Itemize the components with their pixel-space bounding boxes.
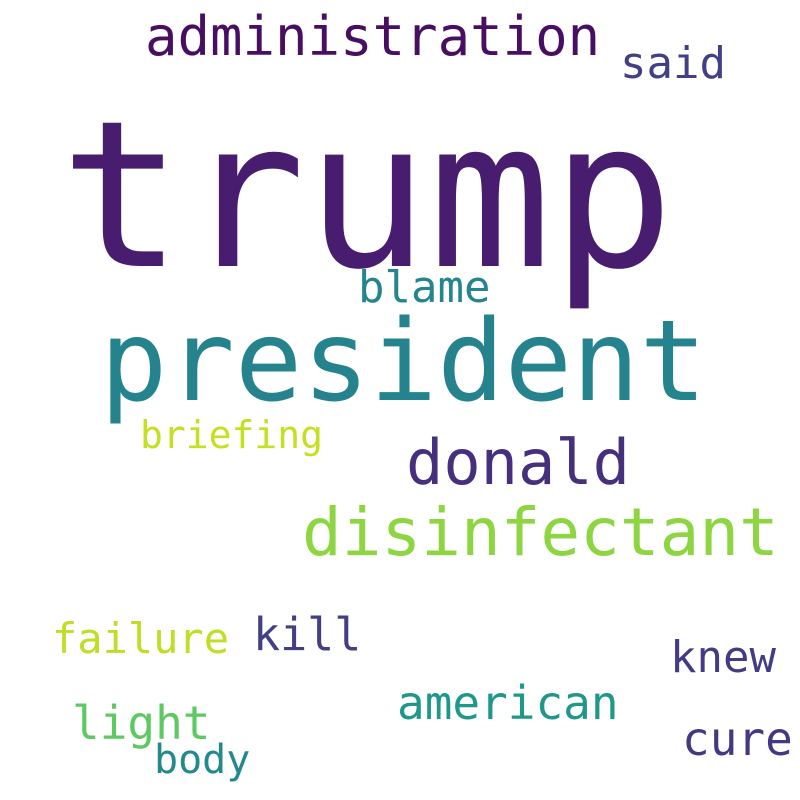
word-kill: kill	[253, 608, 362, 661]
word-american: american	[397, 676, 619, 730]
word-knew: knew	[670, 632, 776, 683]
word-body: body	[154, 737, 251, 783]
word-failure: failure	[52, 614, 230, 663]
word-administration: administration	[145, 5, 601, 68]
word-president: president	[100, 297, 707, 427]
word-trump: trump	[60, 78, 675, 315]
word-blame: blame	[358, 262, 491, 313]
word-disinfectant: disinfectant	[302, 494, 779, 571]
word-light: light	[72, 696, 211, 750]
word-briefing: briefing	[140, 413, 324, 457]
word-said: said	[620, 38, 726, 89]
word-cure: cure	[682, 712, 793, 766]
word-donald: donald	[406, 426, 630, 499]
